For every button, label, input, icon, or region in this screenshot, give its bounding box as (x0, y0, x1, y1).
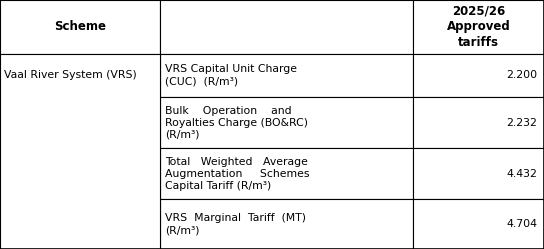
Bar (413, 148, 544, 199)
Bar (160, 148, 413, 199)
Text: VRS  Marginal  Tariff  (MT)
(R/m³): VRS Marginal Tariff (MT) (R/m³) (165, 213, 306, 235)
Text: Scheme: Scheme (54, 20, 106, 33)
Bar (413, 199, 544, 249)
Text: 2.200: 2.200 (506, 70, 537, 80)
Text: 2.232: 2.232 (506, 118, 537, 128)
Bar (160, 0, 413, 54)
Bar (413, 0, 544, 54)
Text: Bulk    Operation    and
Royalties Charge (BO&RC)
(R/m³): Bulk Operation and Royalties Charge (BO&… (165, 106, 308, 140)
Bar (160, 199, 413, 249)
Bar (0, 0, 160, 54)
Bar (160, 54, 413, 97)
Bar (0, 54, 160, 249)
Text: VRS Capital Unit Charge
(CUC)  (R/m³): VRS Capital Unit Charge (CUC) (R/m³) (165, 64, 297, 86)
Text: 4.704: 4.704 (506, 219, 537, 229)
Bar (160, 97, 413, 148)
Text: 2025/26
Approved
tariffs: 2025/26 Approved tariffs (447, 5, 511, 49)
Text: Vaal River System (VRS): Vaal River System (VRS) (4, 70, 137, 80)
Bar (413, 97, 544, 148)
Bar (413, 54, 544, 97)
Text: 4.432: 4.432 (506, 169, 537, 179)
Text: Total   Weighted   Average
Augmentation     Schemes
Capital Tariff (R/m³): Total Weighted Average Augmentation Sche… (165, 157, 310, 191)
